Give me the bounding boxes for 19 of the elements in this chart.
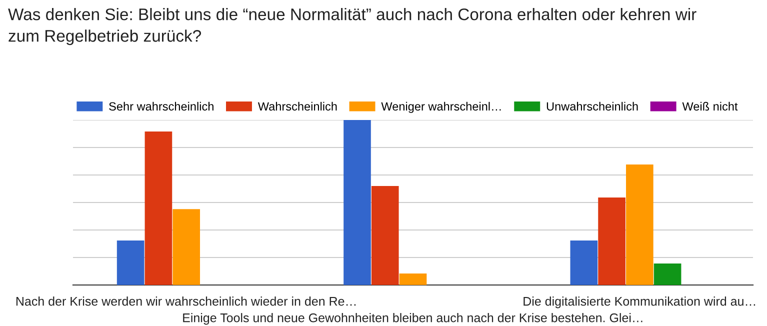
bar: [626, 164, 654, 285]
x-tick-label: Nach der Krise werden wir wahrscheinlich wieder in den Re…: [16, 296, 356, 306]
legend-label: Wahrscheinlich: [258, 102, 337, 111]
legend-label: Weiß nicht: [682, 102, 738, 111]
legend-label: Unwahrscheinlich: [546, 102, 638, 111]
bar: [570, 240, 598, 285]
bar: [399, 273, 427, 285]
x-tick-label: Einige Tools und neue Gewohnheiten bleiben auch nach der Krise bestehen. Glei…: [183, 313, 642, 325]
legend-label: Sehr wahrscheinlich: [109, 102, 214, 111]
bar: [371, 186, 399, 285]
bar: [144, 132, 172, 285]
bar: [654, 264, 682, 285]
bar: [116, 240, 144, 285]
bar: [598, 198, 626, 285]
legend-label: Weniger wahrscheinl…: [381, 102, 501, 113]
bar: [172, 209, 200, 285]
bar: [344, 120, 371, 285]
x-tick-label: Die digitalisierte Kommunikation wird au…: [524, 296, 756, 308]
chart-title: Was denken Sie: Bleibt uns die “neue Normalität” auch nach Corona erhalten oder kehren wir zum Regelbetrieb zurück?: [8, 8, 696, 46]
